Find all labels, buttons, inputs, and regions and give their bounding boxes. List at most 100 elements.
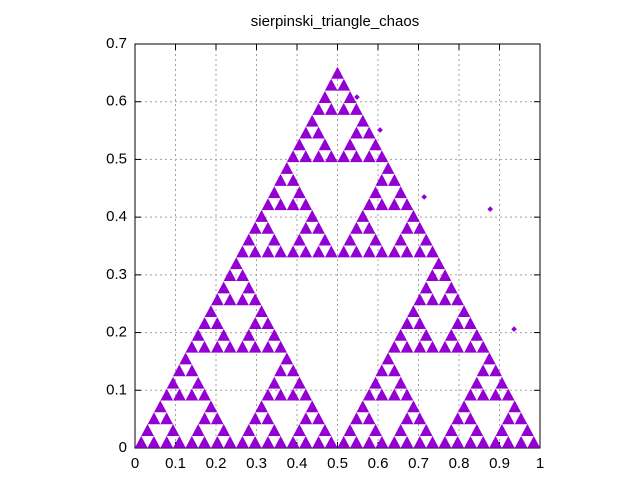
x-tick-label: 0.7 — [408, 455, 429, 472]
point — [147, 400, 173, 425]
y-tick-label: 0 — [119, 439, 127, 456]
point — [476, 352, 503, 377]
point — [438, 424, 464, 448]
point — [236, 424, 262, 448]
point — [464, 376, 490, 401]
point — [388, 376, 414, 401]
point — [362, 376, 389, 401]
y-tick-label: 0.7 — [106, 35, 127, 52]
point — [438, 281, 464, 306]
y-tick-label: 0.3 — [106, 266, 127, 283]
point — [362, 424, 389, 448]
point — [248, 305, 275, 329]
point — [286, 376, 313, 401]
x-tick-label: 0.6 — [368, 455, 389, 472]
point — [400, 209, 427, 234]
y-tick-label: 0.4 — [106, 208, 127, 225]
point — [299, 400, 325, 425]
point — [413, 424, 439, 448]
point — [261, 328, 287, 353]
point — [337, 91, 363, 115]
point — [261, 186, 287, 211]
point — [413, 233, 439, 258]
plot-border — [134, 43, 541, 449]
y-tick-label: 0.6 — [106, 93, 127, 110]
point — [400, 305, 427, 329]
point — [337, 138, 363, 163]
point — [211, 328, 237, 353]
point — [261, 376, 287, 401]
point — [274, 162, 300, 186]
point — [362, 233, 389, 258]
x-tick-label: 0.8 — [449, 455, 470, 472]
point — [312, 424, 338, 448]
point — [502, 400, 528, 425]
point — [350, 209, 376, 234]
point — [400, 400, 427, 425]
point — [299, 114, 325, 139]
x-tick-label: 0.3 — [246, 455, 267, 472]
point — [211, 281, 237, 306]
point — [236, 233, 262, 258]
point — [350, 114, 376, 139]
point — [388, 186, 414, 211]
point — [160, 376, 186, 401]
point — [261, 233, 287, 258]
point — [514, 424, 541, 448]
point — [413, 281, 439, 306]
x-tick-label: 0.5 — [327, 455, 348, 472]
point — [377, 127, 383, 133]
point — [337, 424, 363, 448]
x-tick-label: 0.9 — [489, 455, 510, 472]
point — [211, 424, 237, 448]
point — [451, 305, 477, 329]
point — [286, 138, 313, 163]
point — [375, 352, 401, 377]
point — [248, 400, 275, 425]
x-tick-label: 0.4 — [287, 455, 308, 472]
point — [312, 233, 338, 258]
point — [388, 328, 414, 353]
point — [421, 194, 427, 200]
point — [286, 424, 313, 448]
y-tick-label: 0.1 — [106, 381, 127, 398]
point — [489, 376, 515, 401]
point — [274, 352, 300, 377]
point — [354, 94, 360, 100]
point — [438, 328, 464, 353]
y-tick-label: 0.5 — [106, 150, 127, 167]
point — [185, 328, 211, 353]
point — [185, 424, 211, 448]
point — [487, 206, 494, 212]
point — [312, 138, 338, 163]
point — [312, 91, 338, 115]
point — [511, 326, 517, 332]
point — [350, 400, 376, 425]
point — [375, 162, 401, 186]
chart-title: sierpinski_triangle_chaos — [251, 13, 419, 30]
x-tick-label: 0.2 — [206, 455, 227, 472]
point — [337, 233, 363, 258]
point — [286, 186, 313, 211]
point — [160, 424, 186, 448]
point — [223, 257, 249, 282]
point — [426, 257, 452, 282]
x-tick-label: 1 — [536, 455, 544, 472]
point — [261, 424, 287, 448]
point — [388, 424, 414, 448]
point — [299, 209, 325, 234]
point — [198, 305, 224, 329]
point — [362, 186, 389, 211]
point — [489, 424, 515, 448]
point — [236, 328, 262, 353]
point — [134, 424, 161, 448]
point — [451, 400, 477, 425]
point — [362, 138, 389, 163]
point — [236, 281, 262, 306]
point — [286, 233, 313, 258]
point — [388, 233, 414, 258]
point — [248, 209, 275, 234]
point — [464, 424, 490, 448]
point — [464, 328, 490, 353]
